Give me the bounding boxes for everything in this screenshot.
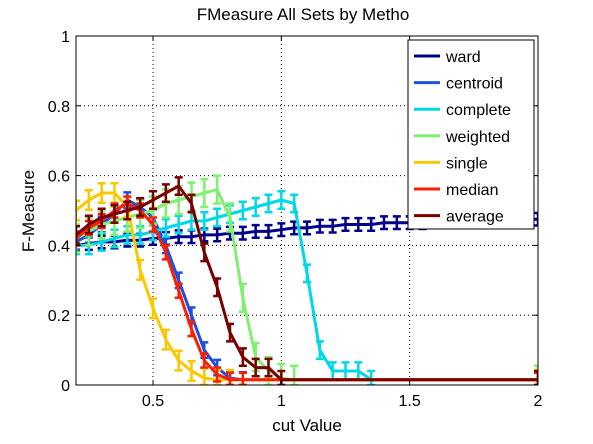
y-tick-label: 1 xyxy=(61,29,70,46)
error-bar-complete xyxy=(277,190,286,211)
error-bar-average xyxy=(187,193,196,214)
error-bar-complete xyxy=(213,207,222,228)
error-bar-single xyxy=(136,258,145,281)
error-bar-median xyxy=(226,371,234,385)
error-bar-average xyxy=(161,183,170,204)
error-bar-single xyxy=(174,349,183,372)
error-bar-ward xyxy=(238,225,247,241)
error-bar-complete xyxy=(315,340,324,361)
legend-label-complete: complete xyxy=(446,102,511,119)
error-bar-complete xyxy=(290,193,299,214)
error-bar-average xyxy=(149,190,157,211)
error-bar-average xyxy=(136,197,145,217)
series-complete xyxy=(76,190,538,385)
series-average xyxy=(76,176,538,385)
error-bar-ward xyxy=(328,218,337,234)
error-bar-ward xyxy=(213,227,222,243)
x-tick-label: 2 xyxy=(534,393,543,410)
error-bar-average xyxy=(123,200,132,221)
error-bar-average xyxy=(264,357,273,378)
error-bar-weighted xyxy=(226,202,234,233)
error-bar-average xyxy=(251,357,260,378)
error-bar-average xyxy=(110,204,119,224)
error-bar-median xyxy=(200,352,209,369)
error-bar-median xyxy=(187,320,196,338)
error-bar-weighted xyxy=(238,282,247,313)
error-bar-complete xyxy=(264,193,273,214)
error-bar-ward xyxy=(251,223,260,239)
error-bar-single xyxy=(97,182,106,205)
error-bar-ward xyxy=(264,223,273,239)
error-bar-ward xyxy=(380,215,388,231)
y-axis-label: F-Measure xyxy=(19,170,38,252)
error-bar-single xyxy=(149,297,157,320)
error-bar-weighted xyxy=(534,364,538,385)
plot-frame xyxy=(75,35,539,386)
legend-label-centroid: centroid xyxy=(446,76,503,93)
x-tick-label: 0.5 xyxy=(142,393,164,410)
error-bar-weighted xyxy=(290,364,299,385)
legend-label-average: average xyxy=(446,209,504,226)
error-bar-complete xyxy=(174,214,183,235)
tick-layer: 0.5 1 1.5 2 0 0.2 0.4 0.6 0.8 1 xyxy=(48,29,543,410)
error-bar-single xyxy=(76,199,80,222)
error-bar-ward xyxy=(341,216,350,232)
error-bar-average xyxy=(238,347,247,368)
error-bar-average xyxy=(84,214,93,235)
series-line-single xyxy=(76,191,538,382)
error-bar-single xyxy=(187,360,196,383)
y-tick-label: 0 xyxy=(61,378,70,395)
error-bar-ward xyxy=(534,211,538,227)
error-bar-complete xyxy=(251,197,260,217)
error-bar-average xyxy=(213,277,222,298)
error-bar-average xyxy=(226,322,234,343)
x-axis-label: cut Value xyxy=(272,416,342,435)
error-bar-average xyxy=(534,369,538,385)
error-bar-median xyxy=(534,371,538,385)
error-bar-weighted xyxy=(213,174,222,205)
error-bar-median xyxy=(213,366,222,383)
legend: ward centroid complete weighted single median… xyxy=(407,39,535,230)
series-line-average xyxy=(76,184,538,382)
error-bar-average xyxy=(76,224,80,245)
y-tick-label: 0.6 xyxy=(48,169,70,186)
error-bar-ward xyxy=(303,220,311,236)
error-bar-ward xyxy=(277,222,286,238)
error-bar-complete xyxy=(238,200,247,221)
error-bar-complete xyxy=(303,263,311,284)
legend-label-ward: ward xyxy=(445,49,481,66)
y-tick-label: 0.2 xyxy=(48,308,70,325)
y-tick-label: 0.8 xyxy=(48,99,70,116)
error-bar-average xyxy=(97,207,106,228)
error-bar-complete xyxy=(161,217,170,238)
error-bar-median xyxy=(238,371,247,385)
error-bar-ward xyxy=(315,218,324,234)
error-bar-median xyxy=(149,216,157,233)
series-layer xyxy=(76,174,538,385)
error-bar-single xyxy=(84,189,93,212)
legend-label-single: single xyxy=(446,155,488,172)
error-bar-ward xyxy=(354,216,363,232)
x-tick-label: 1.5 xyxy=(399,393,421,410)
error-bar-weighted xyxy=(200,177,209,209)
error-bar-average xyxy=(200,242,209,263)
error-bar-average xyxy=(174,176,183,197)
error-bar-weighted xyxy=(76,223,80,254)
chart-title: FMeasure All Sets by Metho xyxy=(197,5,410,24)
legend-label-weighted: weighted xyxy=(445,129,510,146)
error-bar-complete xyxy=(367,369,376,385)
error-bar-median xyxy=(161,244,170,261)
legend-label-median: median xyxy=(446,182,498,199)
x-tick-label: 1 xyxy=(277,393,286,410)
error-bar-complete xyxy=(200,210,209,231)
error-bar-ward xyxy=(392,215,401,231)
error-bar-median xyxy=(174,282,183,299)
y-tick-label: 0.4 xyxy=(48,238,70,255)
error-bar-single xyxy=(161,328,170,351)
error-bar-ward xyxy=(367,216,376,232)
